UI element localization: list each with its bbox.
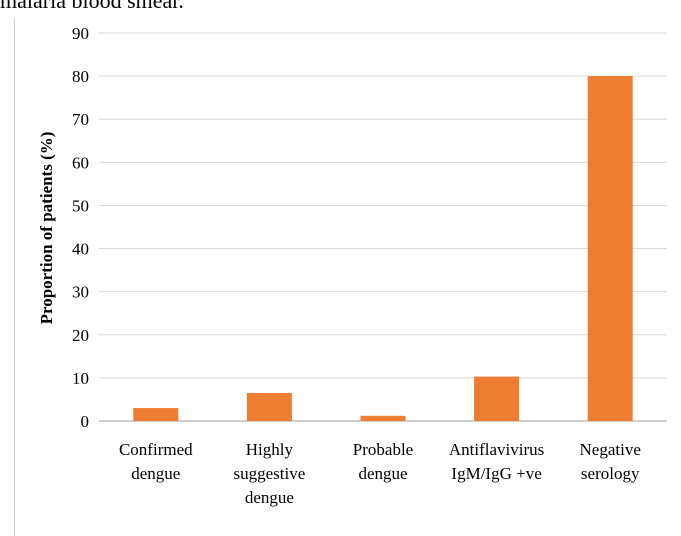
y-tick-labels: 0 10 20 30 40 50 60 70 80 90: [72, 24, 89, 431]
x-category-label: Probable dengue: [353, 440, 413, 483]
figure-border: [14, 18, 15, 536]
y-tick-label: 0: [81, 412, 90, 431]
y-tick-label: 40: [72, 240, 89, 259]
y-axis-label: Proportion of patients (%): [37, 132, 56, 325]
y-tick-label: 20: [72, 326, 89, 345]
caption-fragment: malaria blood smear.: [0, 0, 184, 13]
x-category-label: Highly suggestive dengue: [234, 440, 306, 507]
x-category-labels: Confirmed dengue Highly suggestive dengue Pro…: [119, 440, 641, 507]
y-tick-label: 80: [72, 67, 89, 86]
y-tick-label: 60: [72, 153, 89, 172]
bar: [133, 408, 179, 421]
bar: [587, 76, 633, 421]
bars: [133, 76, 633, 421]
y-tick-label: 10: [72, 369, 89, 388]
bar: [474, 376, 520, 421]
x-category-label: Confirmed dengue: [119, 440, 193, 483]
y-tick-label: 50: [72, 196, 89, 215]
bar: [246, 392, 292, 421]
bar: [360, 415, 406, 421]
gridlines: [99, 32, 667, 422]
x-category-label: Antiflavivirus IgM/IgG +ve: [449, 440, 544, 483]
y-tick-label: 90: [72, 24, 89, 43]
y-tick-label: 30: [72, 283, 89, 302]
x-category-label: Negative serology: [580, 440, 641, 483]
y-tick-label: 70: [72, 110, 89, 129]
